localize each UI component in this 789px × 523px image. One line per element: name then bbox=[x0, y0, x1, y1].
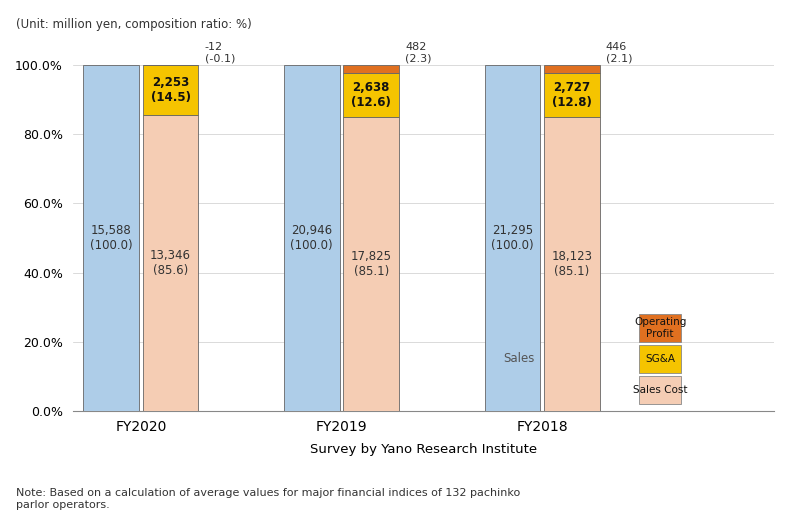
Text: (Unit: million yen, composition ratio: %): (Unit: million yen, composition ratio: %… bbox=[16, 18, 252, 31]
Text: Sales Cost: Sales Cost bbox=[633, 385, 687, 395]
Text: 2,727
(12.8): 2,727 (12.8) bbox=[552, 81, 592, 109]
FancyBboxPatch shape bbox=[639, 345, 682, 373]
Bar bbox=[284, 65, 339, 411]
Bar bbox=[343, 117, 399, 411]
Text: 2,253
(14.5): 2,253 (14.5) bbox=[151, 76, 191, 104]
Text: 482
(2.3): 482 (2.3) bbox=[406, 42, 432, 64]
Text: Operating
Profit: Operating Profit bbox=[634, 317, 686, 338]
X-axis label: Survey by Yano Research Institute: Survey by Yano Research Institute bbox=[310, 442, 537, 456]
Text: 20,946
(100.0): 20,946 (100.0) bbox=[290, 224, 333, 252]
Bar bbox=[484, 65, 540, 411]
Bar bbox=[544, 117, 600, 411]
Bar bbox=[343, 73, 399, 117]
Bar bbox=[343, 65, 399, 73]
Text: 13,346
(85.6): 13,346 (85.6) bbox=[150, 249, 191, 277]
Text: 446
(2.1): 446 (2.1) bbox=[606, 42, 632, 64]
Text: Note: Based on a calculation of average values for major financial indices of 13: Note: Based on a calculation of average … bbox=[16, 488, 520, 510]
Bar bbox=[84, 65, 139, 411]
Text: 15,588
(100.0): 15,588 (100.0) bbox=[90, 224, 133, 252]
Text: 18,123
(85.1): 18,123 (85.1) bbox=[552, 249, 593, 278]
Bar bbox=[544, 73, 600, 117]
Text: 17,825
(85.1): 17,825 (85.1) bbox=[351, 249, 391, 278]
Text: Sales: Sales bbox=[503, 353, 535, 366]
Bar bbox=[143, 65, 198, 115]
Text: SG&A: SG&A bbox=[645, 354, 675, 364]
Bar bbox=[544, 65, 600, 73]
Text: 2,638
(12.6): 2,638 (12.6) bbox=[351, 81, 391, 109]
FancyBboxPatch shape bbox=[639, 314, 682, 342]
FancyBboxPatch shape bbox=[639, 376, 682, 404]
Bar bbox=[143, 115, 198, 411]
Text: -12
(-0.1): -12 (-0.1) bbox=[204, 42, 235, 63]
Text: 21,295
(100.0): 21,295 (100.0) bbox=[491, 224, 533, 252]
